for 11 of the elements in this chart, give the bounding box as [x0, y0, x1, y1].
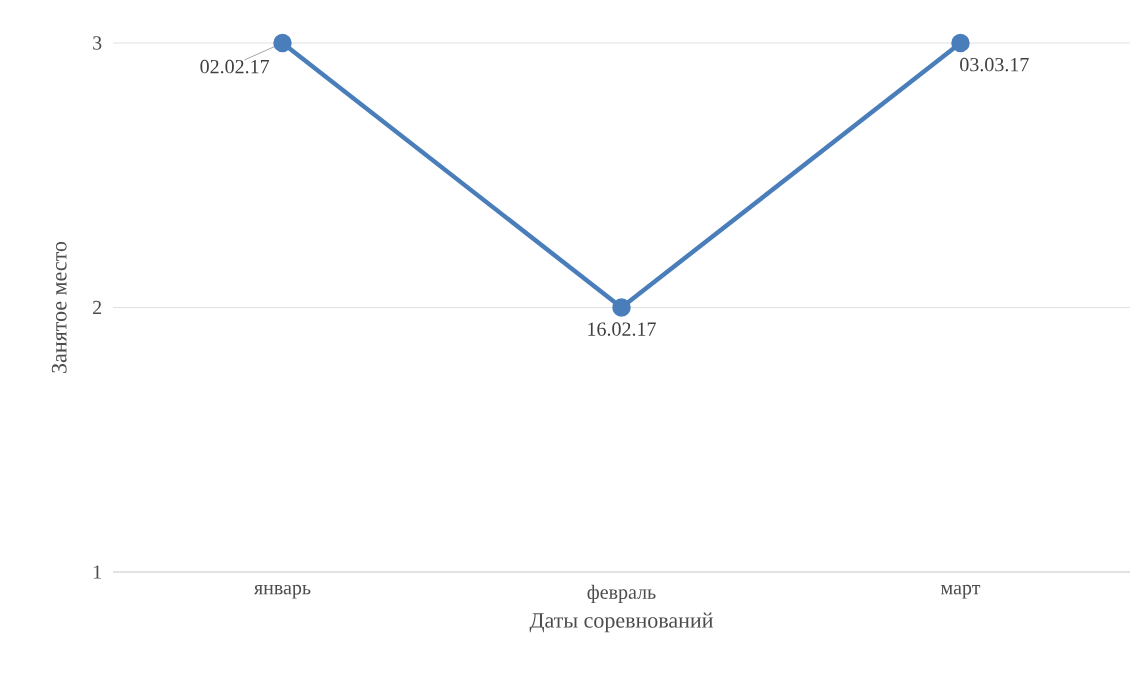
y-tick-label: 3 [93, 36, 102, 50]
annotation: 03.03.17 [960, 57, 1029, 72]
x-axis-title: Даты соревнований [529, 612, 713, 633]
y-axis-title: Занятое место [51, 241, 67, 373]
x-tick-label: март [941, 584, 981, 599]
annotation: 16.02.17 [588, 322, 656, 336]
x-tick-label: январь [254, 584, 311, 599]
y-tick-label: 1 [93, 565, 101, 579]
annotation: 02.02.17 [200, 59, 270, 74]
y-tick-label: 2 [93, 300, 102, 315]
x-tick-label: февраль [587, 584, 656, 603]
